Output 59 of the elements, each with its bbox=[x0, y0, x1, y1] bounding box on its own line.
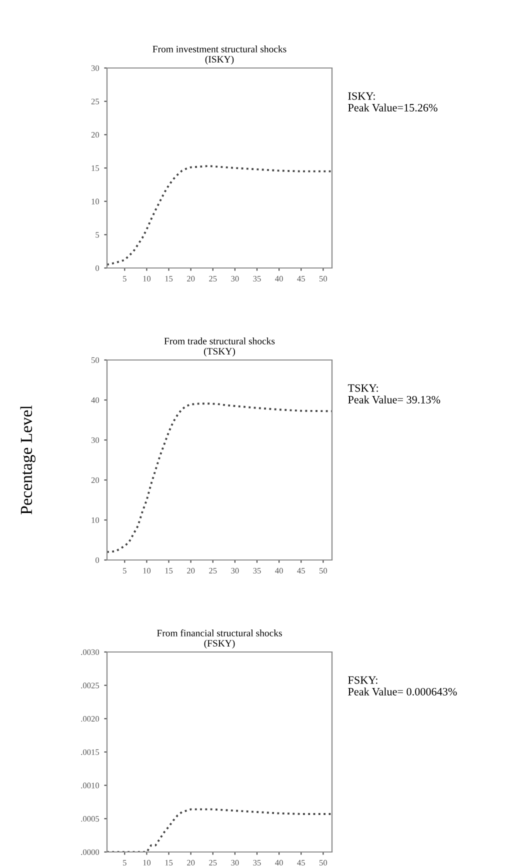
y-tick-label: 40 bbox=[91, 397, 100, 403]
y-tick-label: .0000 bbox=[81, 849, 100, 856]
x-tick-label: 25 bbox=[209, 276, 217, 282]
x-tick-label: 5 bbox=[123, 568, 126, 574]
x-tick-label: 30 bbox=[231, 276, 239, 282]
y-tick-label: 20 bbox=[91, 132, 100, 138]
x-tick-label: 50 bbox=[319, 276, 328, 282]
x-tick-label: 10 bbox=[143, 860, 151, 866]
y-tick-label: .0025 bbox=[81, 682, 100, 688]
text: TSKY: Peak Value= 39.13% bbox=[348, 384, 440, 404]
y-tick-label: 10 bbox=[92, 198, 100, 204]
y-tick-label: 15 bbox=[92, 165, 100, 171]
x-tick-label: 5 bbox=[123, 860, 126, 866]
x-tick-label: 35 bbox=[253, 276, 261, 282]
text: FSKY: Peak Value= 0.000643% bbox=[348, 676, 457, 696]
y-tick-label: .0015 bbox=[81, 749, 100, 756]
line-series bbox=[107, 402, 332, 553]
y-tick-label: 0 bbox=[96, 557, 100, 563]
x-tick-label: 45 bbox=[297, 276, 305, 282]
y-tick-label: .0020 bbox=[81, 716, 100, 722]
x-tick-label: 50 bbox=[319, 860, 328, 866]
x-tick-label: 40 bbox=[275, 276, 283, 282]
x-tick-label: 5 bbox=[123, 276, 126, 282]
x-tick-label: 15 bbox=[165, 860, 173, 866]
x-tick-label: 30 bbox=[231, 860, 239, 866]
y-tick-label: 50 bbox=[92, 357, 100, 363]
x-tick-label: 20 bbox=[187, 568, 195, 574]
x-tick-label: 35 bbox=[253, 860, 261, 866]
y-tick-label: .0030 bbox=[81, 649, 100, 656]
x-tick-label: 45 bbox=[297, 860, 305, 866]
chart-title: From financial structural shocks (FSKY) bbox=[157, 629, 282, 649]
line-series bbox=[107, 165, 332, 266]
y-tick-label: 30 bbox=[91, 437, 100, 443]
x-tick-label: 15 bbox=[165, 568, 173, 574]
x-tick-label: 35 bbox=[253, 568, 261, 574]
x-tick-label: 20 bbox=[187, 860, 195, 866]
x-tick-label: 10 bbox=[143, 568, 151, 574]
x-tick-label: 15 bbox=[165, 276, 173, 282]
y-tick-label: 20 bbox=[91, 477, 100, 483]
x-tick-label: 25 bbox=[209, 860, 217, 866]
x-tick-label: 25 bbox=[209, 568, 217, 574]
x-tick-label: 30 bbox=[231, 568, 239, 574]
chart-title: From investment structural shocks (ISKY) bbox=[152, 46, 286, 65]
y-tick-label: 5 bbox=[96, 232, 100, 238]
y-tick-label: 25 bbox=[91, 98, 100, 104]
chart-title: From trade structural shocks (TSKY) bbox=[164, 338, 275, 357]
x-tick-label: 40 bbox=[275, 568, 283, 574]
x-tick-label: 40 bbox=[275, 860, 283, 866]
y-axis-title: Pecentage Level bbox=[20, 406, 36, 514]
y-tick-label: .0010 bbox=[81, 782, 100, 788]
text: ISKY: Peak Value=15.26% bbox=[348, 92, 438, 112]
x-tick-label: 10 bbox=[143, 276, 151, 282]
x-tick-label: 45 bbox=[297, 568, 305, 574]
x-tick-label: 50 bbox=[319, 568, 328, 574]
x-tick-label: 20 bbox=[187, 276, 195, 282]
y-tick-label: 30 bbox=[91, 65, 100, 71]
y-tick-label: .0005 bbox=[81, 816, 100, 822]
y-tick-label: 0 bbox=[96, 265, 100, 271]
y-tick-label: 10 bbox=[92, 517, 100, 523]
